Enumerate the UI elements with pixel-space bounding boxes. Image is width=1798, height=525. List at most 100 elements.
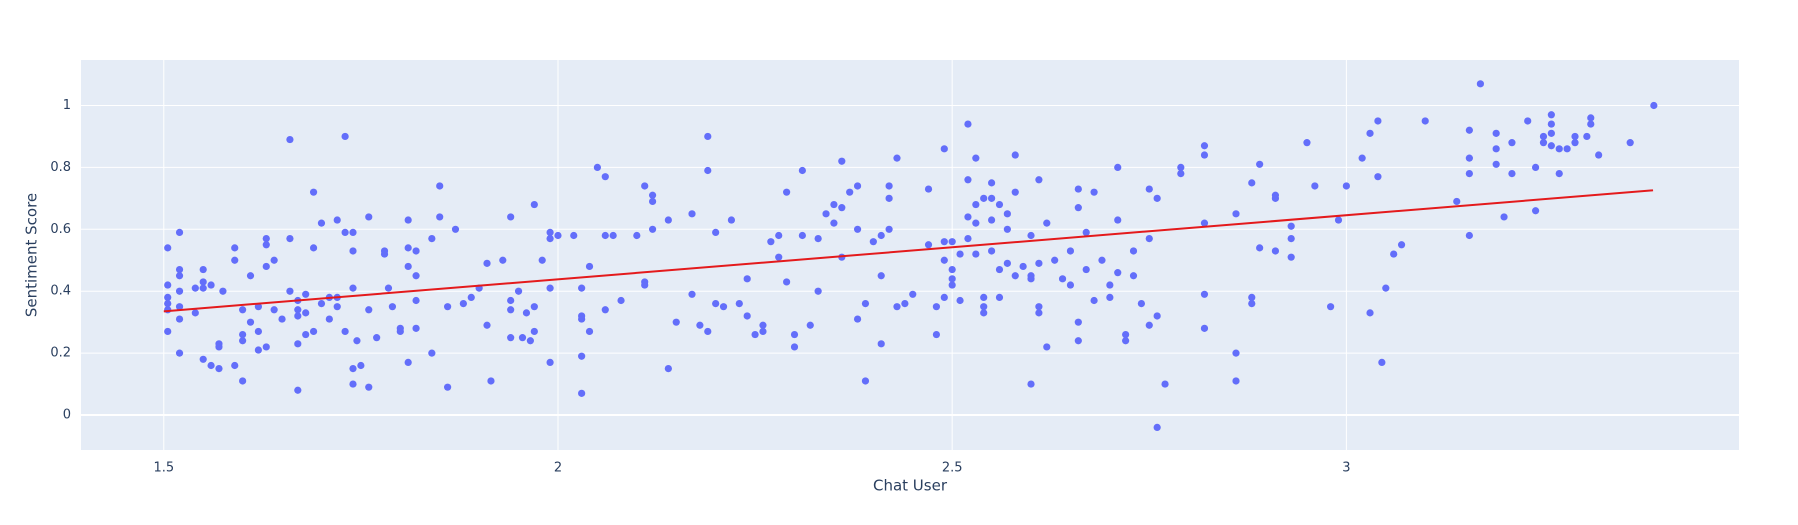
point [467,293,475,302]
point [995,293,1004,302]
point [451,225,460,233]
point [885,182,893,190]
point [380,250,389,258]
point [1539,132,1548,141]
point [1378,358,1386,367]
point [507,296,515,305]
point [987,194,996,202]
point [1571,139,1579,147]
point [1074,185,1082,193]
point [893,154,901,162]
point [1248,299,1256,308]
point [601,306,609,314]
point [1090,296,1098,305]
point [1114,163,1122,172]
point [893,303,901,311]
point [964,176,972,184]
point [1547,129,1555,137]
point [1066,281,1075,289]
point [641,182,649,190]
point [1177,169,1185,178]
point [199,355,207,363]
point [522,309,531,317]
point [384,284,393,292]
point [254,303,262,311]
point [838,204,846,212]
point [191,284,199,292]
x-axis-title: Chat User [873,477,948,495]
trendline [163,189,1654,313]
point [1531,207,1540,215]
point [365,213,373,221]
point [1200,151,1209,159]
point [499,256,507,264]
point [1145,321,1153,329]
point [578,389,586,397]
point [956,250,964,258]
point [518,334,527,342]
point [1011,151,1019,159]
point [704,327,712,336]
point [1145,185,1153,193]
point [1058,275,1067,283]
point [388,303,397,311]
point [1145,234,1153,243]
point [822,210,830,218]
point [262,262,270,271]
point [1027,231,1035,240]
point [1153,194,1161,202]
point [404,262,412,271]
point [664,364,672,373]
point [924,185,933,193]
point [1374,173,1382,181]
point [1303,139,1311,147]
point [231,244,239,252]
point [948,265,956,274]
point [207,361,215,370]
point [1232,377,1240,385]
point [578,315,586,323]
point [175,315,184,323]
point [373,334,381,342]
point [1626,139,1634,147]
point [1465,126,1473,134]
point [1114,269,1122,277]
point [1539,139,1548,147]
point [578,352,586,360]
point [317,299,326,308]
point [790,330,799,339]
point [294,312,302,320]
point [459,299,467,308]
point [164,293,172,302]
point [830,200,838,209]
point [1248,293,1256,302]
point [1129,247,1138,255]
point [341,228,349,237]
point [885,194,893,202]
point [164,299,172,308]
point [219,287,227,295]
point [1366,309,1374,317]
point [199,284,207,292]
point [1465,231,1473,240]
point [1508,139,1516,147]
point [869,238,877,246]
point [254,327,262,336]
point [1200,142,1209,150]
point [798,231,806,240]
point [164,306,172,314]
point [806,321,814,329]
point [507,334,515,342]
point [1043,343,1051,351]
point [727,216,736,224]
point [885,225,893,233]
point [1366,129,1374,137]
point [487,377,495,385]
point [239,306,247,314]
point [309,244,318,252]
point [735,299,743,308]
point [901,299,909,308]
point [546,234,554,243]
point [1137,299,1145,308]
point [428,349,436,357]
